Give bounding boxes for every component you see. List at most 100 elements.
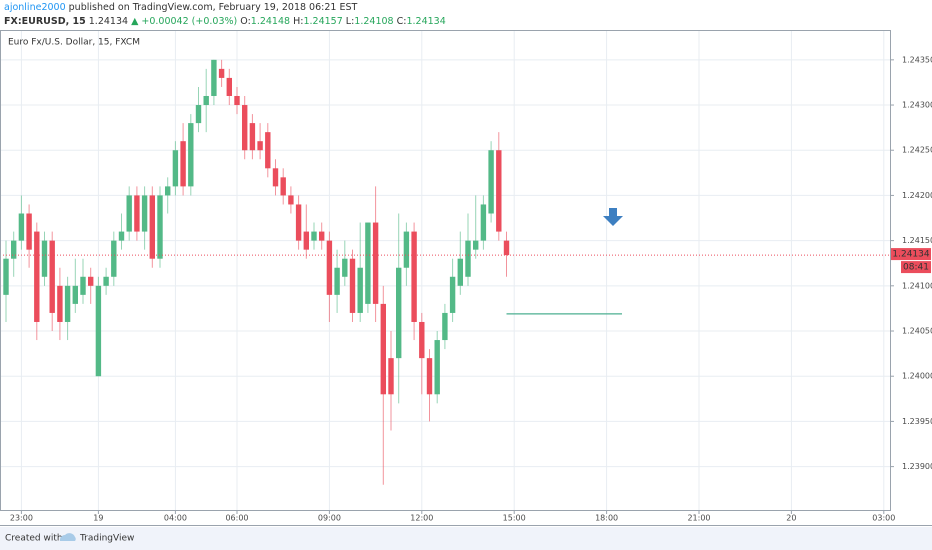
y-tick-label: 1.23900 (902, 462, 932, 471)
candle-body (80, 276, 86, 295)
candle-body (64, 285, 71, 322)
candle-body (134, 195, 140, 232)
candle-body (272, 168, 279, 187)
y-tick-label: 1.24100 (902, 281, 932, 290)
candle-body (419, 321, 425, 359)
candle-body (334, 267, 340, 295)
candle-body (496, 150, 502, 232)
x-tick-label: 09:00 (318, 514, 341, 523)
candle-body (380, 303, 386, 395)
arrow-down (603, 208, 623, 227)
author[interactable]: ajonline2000 (4, 2, 66, 13)
candle-body (88, 276, 94, 286)
candle-body (34, 231, 40, 322)
candle-body (342, 258, 348, 277)
y-tick-label: 1.24300 (902, 101, 932, 110)
candle-body (480, 204, 487, 241)
x-tick-label: 21:00 (687, 514, 710, 523)
candle-body (411, 231, 417, 322)
candle-body (234, 95, 240, 106)
x-tick-label: 04:00 (164, 514, 187, 523)
candle-body (372, 222, 379, 304)
h-label: H: (293, 16, 303, 27)
candle-body (26, 213, 32, 250)
candle-body (311, 231, 317, 241)
candle-body (149, 195, 155, 259)
last-price-label: 1.24134 (892, 250, 929, 260)
plot (0, 30, 890, 510)
x-tick-label: 20 (786, 514, 796, 523)
y-tick-label: 1.23950 (902, 417, 932, 426)
y-tick-label: 1.24050 (902, 327, 932, 336)
candle-body (141, 195, 148, 232)
candle-body (111, 240, 117, 277)
candle-body (41, 240, 48, 277)
candle-body (18, 213, 25, 241)
candle-body (95, 285, 102, 377)
y-tick-label: 1.24350 (902, 55, 932, 64)
candle-body (457, 258, 463, 286)
candle-body (288, 195, 294, 205)
high: 1.24157 (303, 16, 342, 27)
y-tick-label: 1.24000 (902, 372, 932, 381)
candle-body (3, 258, 9, 295)
change: ▲ +0.00042 (+0.03%) (131, 16, 237, 27)
footer-text: Created with (5, 534, 63, 544)
candle-body (442, 312, 448, 341)
candle-body (388, 358, 394, 395)
candle-body (180, 141, 186, 187)
candle-body (165, 186, 171, 196)
candle-body (488, 150, 494, 214)
candle-body (265, 132, 271, 169)
last-price-tag (891, 248, 931, 261)
candle-body (226, 77, 232, 96)
footer-brand[interactable]: TradingView (79, 534, 134, 544)
low: 1.24108 (354, 16, 393, 27)
symbol: FX:EURUSD, 15 (4, 16, 86, 27)
candle-body (118, 231, 125, 241)
countdown-label: 08:41 (903, 263, 929, 273)
candle-body (326, 240, 333, 295)
c-label: C: (397, 16, 407, 27)
x-tick-label: 18:00 (595, 514, 618, 523)
candle-body (188, 123, 194, 187)
candle-body (242, 105, 248, 151)
candle-body (126, 195, 132, 232)
open: 1.24148 (251, 16, 290, 27)
candle-body (57, 285, 63, 322)
x-tick-label: 23:00 (10, 514, 33, 523)
candle-body (218, 68, 225, 78)
published: published on TradingView.com, February 1… (69, 2, 358, 13)
close: 1.24134 (406, 16, 445, 27)
x-tick-label: 15:00 (503, 514, 526, 523)
candle-body (49, 240, 55, 313)
y-tick-label: 1.24150 (902, 236, 932, 245)
x-tick-label: 03:00 (872, 514, 895, 523)
candle-body (257, 141, 263, 151)
y-tick-label: 1.24250 (902, 146, 932, 155)
candle-body (426, 358, 433, 395)
x-tick-label: 06:00 (225, 514, 248, 523)
candle-body (72, 285, 78, 304)
candle-body (280, 177, 286, 196)
candle-body (295, 204, 302, 241)
candle-body (103, 276, 109, 286)
y-tick-label: 1.24200 (902, 191, 932, 200)
candle-body (303, 231, 309, 250)
countdown-tag (901, 261, 931, 274)
candle-body (465, 240, 471, 277)
price: 1.24134 (89, 16, 128, 27)
x-tick-label: 19 (93, 514, 103, 523)
candle-body (172, 150, 179, 187)
candle-body (434, 340, 440, 395)
candle-body (11, 240, 17, 259)
logo (59, 533, 76, 541)
symbol-line: FX:EURUSD, 15 1.24134 ▲ +0.00042 (+0.03%… (4, 16, 446, 27)
candle-body (211, 59, 217, 96)
candle-body (365, 222, 371, 304)
footer-bar (0, 527, 932, 550)
candle-body (319, 231, 325, 241)
candle-body (449, 276, 456, 313)
candle-body (195, 105, 202, 124)
